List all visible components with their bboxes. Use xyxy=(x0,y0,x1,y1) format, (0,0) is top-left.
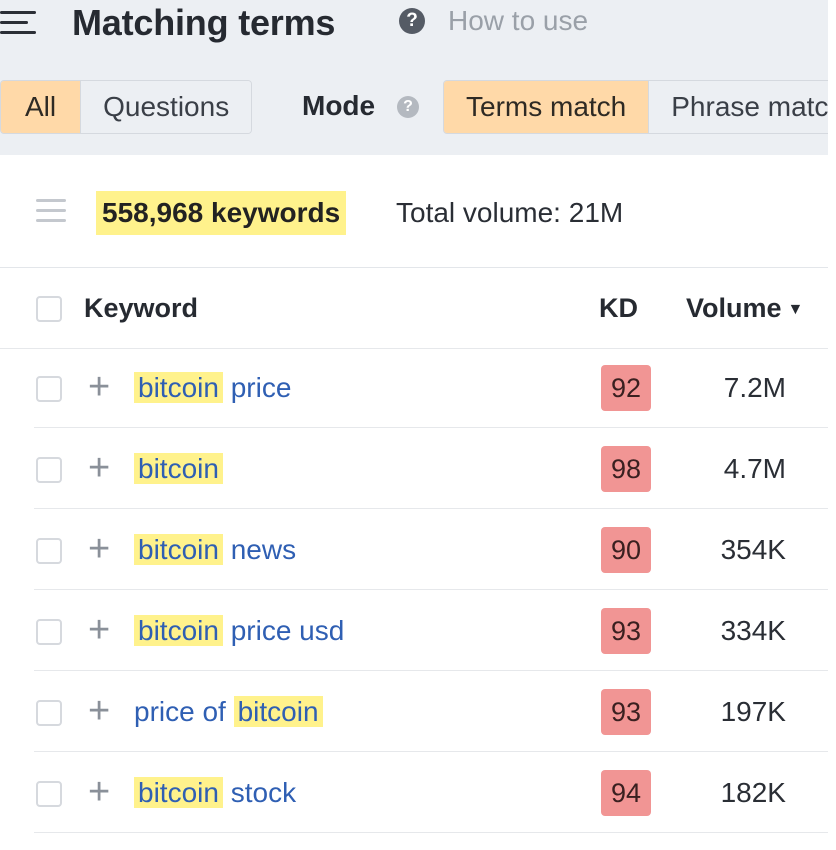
add-to-list-icon[interactable]: + xyxy=(88,771,111,813)
row-checkbox[interactable] xyxy=(36,538,62,564)
keyword-link[interactable]: bitcoin stock xyxy=(134,773,296,813)
row-checkbox[interactable] xyxy=(36,457,62,483)
kd-badge: 90 xyxy=(601,527,651,573)
table-row: + bitcoin price 92 7.2M xyxy=(0,348,828,428)
keyword-link[interactable]: bitcoin xyxy=(134,449,223,489)
row-divider xyxy=(34,751,828,752)
keyword-match-highlight: bitcoin xyxy=(134,534,223,565)
keyword-match-highlight: bitcoin xyxy=(233,696,323,727)
column-volume[interactable]: Volume ▼ xyxy=(686,290,803,331)
row-divider xyxy=(34,427,828,428)
column-volume-label: Volume xyxy=(686,293,782,323)
keyword-count: 558,968 keywords xyxy=(96,191,347,235)
row-checkbox[interactable] xyxy=(36,781,62,807)
table-row: + bitcoin news 90 354K xyxy=(0,510,828,590)
kd-badge: 94 xyxy=(601,770,651,816)
keyword-text: news xyxy=(222,534,297,565)
row-checkbox[interactable] xyxy=(36,376,62,402)
caret-down-icon: ▼ xyxy=(787,301,804,318)
volume-value: 197K xyxy=(720,696,786,727)
keyword-link[interactable]: bitcoin price usd xyxy=(134,611,344,651)
mode-phrase-match[interactable]: Phrase match xyxy=(648,81,828,133)
keyword-link[interactable]: bitcoin price xyxy=(134,368,291,408)
column-keyword[interactable]: Keyword xyxy=(84,293,199,323)
add-to-list-icon[interactable]: + xyxy=(88,447,111,489)
volume-value: 4.7M xyxy=(723,453,786,484)
keyword-text: stock xyxy=(222,777,297,808)
table-row: + bitcoin stock 94 182K xyxy=(0,753,828,833)
table-row: + bitcoin price usd 93 334K xyxy=(0,591,828,671)
row-checkbox[interactable] xyxy=(36,619,62,645)
tab-all[interactable]: All xyxy=(1,81,81,133)
keyword-text: price xyxy=(222,372,292,403)
results-summary: 558,968 keywords Total volume: 21M xyxy=(0,155,828,268)
total-volume: Total volume: 21M xyxy=(396,197,624,228)
kd-badge: 93 xyxy=(601,689,651,735)
keyword-match-highlight: bitcoin xyxy=(134,615,223,646)
mode-label: Mode xyxy=(302,90,376,121)
table-row: + bitcoin 98 4.7M xyxy=(0,429,828,509)
column-kd[interactable]: KD xyxy=(599,293,638,323)
keyword-link[interactable]: price of bitcoin xyxy=(134,692,323,732)
question-filter-tabs: All Questions xyxy=(0,80,253,134)
table-row: + price of bitcoin 93 197K xyxy=(0,672,828,752)
kd-badge: 98 xyxy=(601,446,651,492)
keyword-text: price of xyxy=(134,696,234,727)
select-all-checkbox[interactable] xyxy=(36,296,62,322)
menu-icon[interactable] xyxy=(0,8,36,36)
row-divider xyxy=(34,589,828,590)
table-header: Keyword KD Volume ▼ xyxy=(0,268,828,349)
page-title: Matching terms xyxy=(72,2,336,43)
right-edge xyxy=(828,0,836,850)
mode-terms-match[interactable]: Terms match xyxy=(444,81,649,133)
help-icon[interactable]: ? xyxy=(399,8,425,34)
kd-badge: 93 xyxy=(601,608,651,654)
row-divider xyxy=(34,508,828,509)
volume-value: 354K xyxy=(720,534,786,565)
add-to-list-icon[interactable]: + xyxy=(88,690,111,732)
how-to-use-link[interactable]: How to use xyxy=(448,5,589,36)
row-divider xyxy=(34,670,828,671)
mode-help-icon[interactable]: ? xyxy=(397,96,419,118)
row-divider xyxy=(34,832,828,833)
keyword-text: price usd xyxy=(222,615,345,646)
kd-badge: 92 xyxy=(601,365,651,411)
columns-menu-icon[interactable] xyxy=(36,199,66,223)
volume-value: 334K xyxy=(720,615,786,646)
volume-value: 7.2M xyxy=(723,372,786,403)
tab-questions[interactable]: Questions xyxy=(80,81,252,133)
add-to-list-icon[interactable]: + xyxy=(88,609,111,651)
add-to-list-icon[interactable]: + xyxy=(88,528,111,570)
keyword-match-highlight: bitcoin xyxy=(134,372,223,403)
keyword-match-highlight: bitcoin xyxy=(134,453,223,484)
row-checkbox[interactable] xyxy=(36,700,62,726)
mode-selector: Terms match Phrase match xyxy=(443,80,828,134)
add-to-list-icon[interactable]: + xyxy=(88,366,111,408)
keyword-match-highlight: bitcoin xyxy=(134,777,223,808)
keyword-link[interactable]: bitcoin news xyxy=(134,530,296,570)
top-bar: Matching terms ? How to use All Question… xyxy=(0,0,828,155)
volume-value: 182K xyxy=(720,777,786,808)
